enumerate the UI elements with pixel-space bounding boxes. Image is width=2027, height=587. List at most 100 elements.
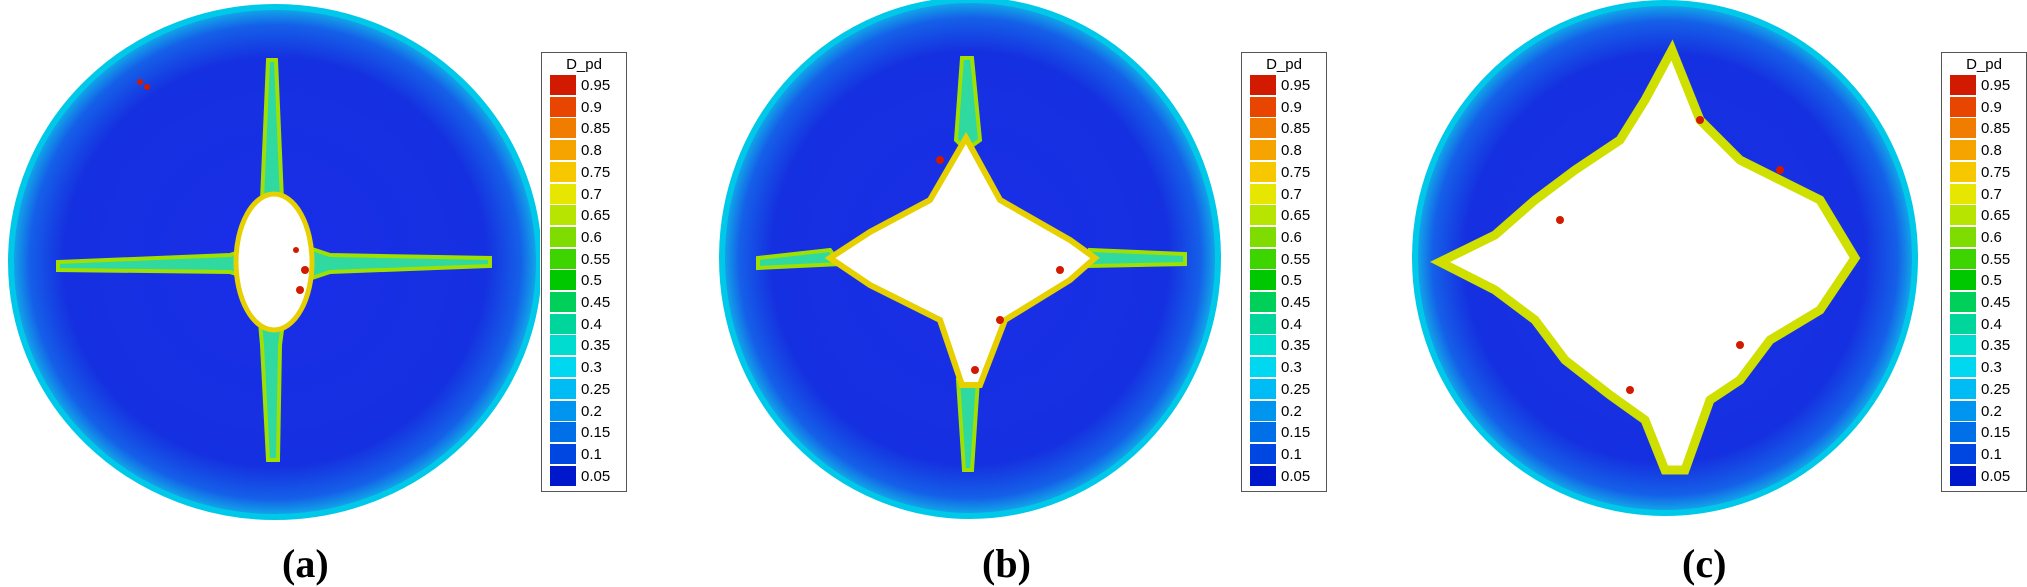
legend-entry: 0.85 bbox=[550, 118, 624, 139]
legend-entry: 0.45 bbox=[1250, 292, 1324, 312]
legend-swatch bbox=[1250, 183, 1276, 204]
legend-swatch bbox=[550, 422, 576, 443]
panel-caption: (b) bbox=[982, 541, 1031, 586]
fracture-hole bbox=[233, 191, 315, 333]
legend-label: 0.85 bbox=[1981, 120, 2011, 138]
legend-label: 0.5 bbox=[581, 272, 602, 290]
legend-entry: 0.65 bbox=[1250, 205, 1324, 226]
legend-label: 0.3 bbox=[1981, 359, 2002, 377]
legend-label: 0.4 bbox=[1281, 315, 1302, 333]
legend-entry: 0.05 bbox=[1950, 465, 2024, 486]
legend-swatch bbox=[1250, 270, 1276, 291]
legend-entry: 0.8 bbox=[1250, 140, 1324, 161]
legend-label: 0.35 bbox=[581, 337, 611, 355]
legend-label: 0.2 bbox=[1281, 402, 1302, 420]
legend-entry: 0.3 bbox=[550, 357, 624, 378]
legend-swatch bbox=[550, 248, 576, 269]
legend-swatch bbox=[1950, 183, 1976, 204]
legend-entry: 0.9 bbox=[550, 96, 624, 117]
legend-entry: 0.35 bbox=[550, 335, 624, 356]
legend-label: 0.1 bbox=[1281, 445, 1302, 463]
legend-entry: 0.5 bbox=[1250, 270, 1324, 291]
legend-label: 0.1 bbox=[581, 445, 602, 463]
legend-entry: 0.9 bbox=[1250, 96, 1324, 117]
legend-swatch bbox=[550, 443, 576, 464]
legend-label: 0.6 bbox=[581, 228, 602, 246]
legend-entry: 0.9 bbox=[1950, 96, 2024, 117]
legend-entry: 0.8 bbox=[1950, 140, 2024, 161]
legend-entry: 0.95 bbox=[1250, 75, 1324, 95]
legend-entry: 0.35 bbox=[1950, 335, 2024, 356]
legend-label: 0.3 bbox=[581, 359, 602, 377]
legend-label: 0.8 bbox=[1281, 142, 1302, 160]
legend-label: 0.6 bbox=[1981, 228, 2002, 246]
legend-swatch bbox=[550, 161, 576, 182]
legend-label: 0.15 bbox=[1981, 424, 2011, 442]
legend-swatch bbox=[1250, 357, 1276, 378]
legend-label: 0.05 bbox=[1981, 467, 2011, 485]
legend-swatch bbox=[1950, 140, 1976, 161]
color-legend: D_pd 0.95 0.9 0.85 0.8 0.75 0.7 0.65 0.6 0.55 0.5… bbox=[541, 52, 627, 492]
legend-swatch bbox=[550, 75, 576, 95]
legend-entry: 0.05 bbox=[1250, 465, 1324, 486]
legend-label: 0.65 bbox=[1281, 207, 1311, 225]
legend-entry: 0.15 bbox=[1250, 422, 1324, 443]
legend-entry: 0.2 bbox=[1950, 400, 2024, 421]
legend-label: 0.8 bbox=[1981, 142, 2002, 160]
legend-entry: 0.75 bbox=[1250, 161, 1324, 182]
legend-entry: 0.7 bbox=[1950, 183, 2024, 204]
legend-label: 0.8 bbox=[581, 142, 602, 160]
legend-swatch bbox=[550, 96, 576, 117]
legend-swatch bbox=[550, 292, 576, 312]
legend-entry: 0.25 bbox=[1250, 378, 1324, 399]
legend-entry: 0.3 bbox=[1250, 357, 1324, 378]
legend-entry: 0.25 bbox=[550, 378, 624, 399]
color-legend: D_pd 0.95 0.9 0.85 0.8 0.75 0.7 0.65 0.6 0.55 0.5… bbox=[1241, 52, 1327, 492]
legend-entry: 0.3 bbox=[1950, 357, 2024, 378]
legend-label: 0.05 bbox=[581, 467, 611, 485]
legend-label: 0.55 bbox=[1981, 250, 2011, 268]
damage-disk-image bbox=[719, 0, 1221, 519]
legend-label: 0.2 bbox=[581, 402, 602, 420]
legend-swatch bbox=[1250, 313, 1276, 334]
legend-entry: 0.85 bbox=[1950, 118, 2024, 139]
legend-label: 0.45 bbox=[1981, 294, 2011, 311]
legend-swatch bbox=[1250, 335, 1276, 356]
legend-swatch bbox=[1950, 205, 1976, 226]
legend-swatch bbox=[1250, 118, 1276, 139]
legend-label: 0.65 bbox=[1981, 207, 2011, 225]
legend-label: 0.25 bbox=[1981, 380, 2011, 398]
legend-title: D_pd bbox=[566, 56, 602, 73]
legend-label: 0.4 bbox=[581, 315, 602, 333]
legend-entry: 0.5 bbox=[550, 270, 624, 291]
legend-entry: 0.55 bbox=[1250, 248, 1324, 269]
legend-entry: 0.6 bbox=[1950, 226, 2024, 247]
legend-swatch bbox=[550, 400, 576, 421]
legend-entry: 0.5 bbox=[1950, 270, 2024, 291]
legend-swatch bbox=[1250, 292, 1276, 312]
legend-swatch bbox=[1950, 161, 1976, 182]
legend-swatch bbox=[1950, 226, 1976, 247]
legend-swatch bbox=[1250, 96, 1276, 117]
legend-swatch bbox=[1950, 335, 1976, 356]
legend-label: 0.1 bbox=[1981, 445, 2002, 463]
panel-caption: (a) bbox=[282, 541, 329, 586]
legend-entry: 0.05 bbox=[550, 465, 624, 486]
legend-label: 0.85 bbox=[581, 120, 611, 138]
legend-label: 0.9 bbox=[1981, 98, 2002, 116]
legend-swatch bbox=[1950, 465, 1976, 486]
legend-entry: 0.55 bbox=[550, 248, 624, 269]
legend-label: 0.55 bbox=[581, 250, 611, 268]
legend-entry: 0.7 bbox=[1250, 183, 1324, 204]
legend-label: 0.4 bbox=[1981, 315, 2002, 333]
legend-swatch bbox=[550, 357, 576, 378]
legend-swatch bbox=[1950, 443, 1976, 464]
legend-entry: 0.15 bbox=[550, 422, 624, 443]
legend-swatch bbox=[550, 205, 576, 226]
legend-entry: 0.4 bbox=[1250, 313, 1324, 334]
legend-swatch bbox=[550, 270, 576, 291]
legend-swatch bbox=[1250, 378, 1276, 399]
legend-entry: 0.45 bbox=[550, 292, 624, 312]
legend-swatch bbox=[550, 313, 576, 334]
legend-label: 0.9 bbox=[1281, 98, 1302, 116]
